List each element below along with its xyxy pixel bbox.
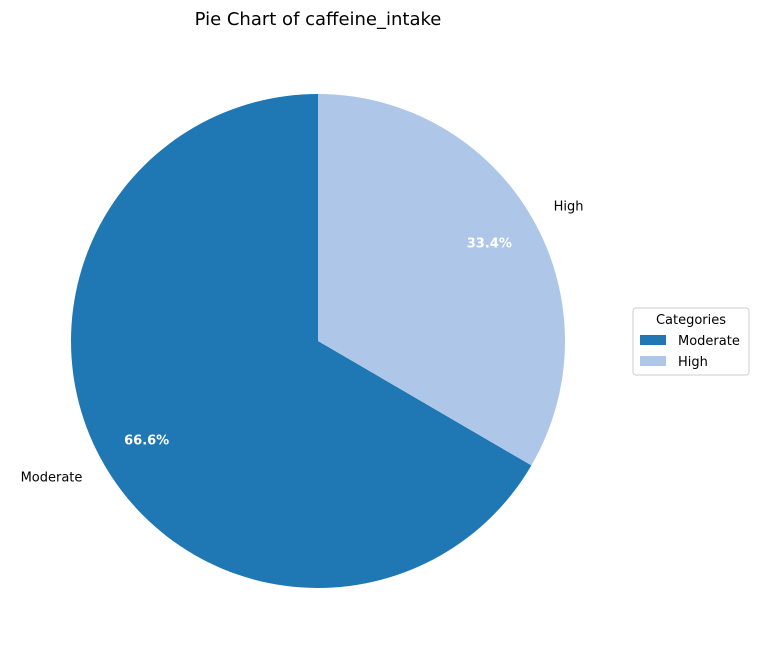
legend-swatch-moderate	[640, 335, 666, 345]
slice-percent-high: 33.4%	[467, 237, 512, 252]
legend-label-high: High	[678, 355, 708, 370]
slice-label-high: High	[554, 200, 584, 215]
pie-slice-high	[318, 94, 565, 466]
chart-title: Pie Chart of caffeine_intake	[195, 9, 442, 30]
legend-items: Moderate High	[640, 334, 740, 370]
slice-category-labels: Moderate High	[21, 200, 584, 486]
slice-percent-moderate: 66.6%	[124, 433, 169, 448]
legend-swatch-high	[640, 356, 666, 366]
pie-slice-moderate	[71, 94, 532, 588]
legend: Categories Moderate High	[632, 307, 750, 376]
legend-label-moderate: Moderate	[678, 334, 740, 349]
slice-percent-labels: 66.6% 33.4%	[124, 237, 512, 449]
slice-label-moderate: Moderate	[21, 470, 83, 485]
pie-slices	[71, 94, 565, 588]
legend-title: Categories	[656, 313, 726, 328]
